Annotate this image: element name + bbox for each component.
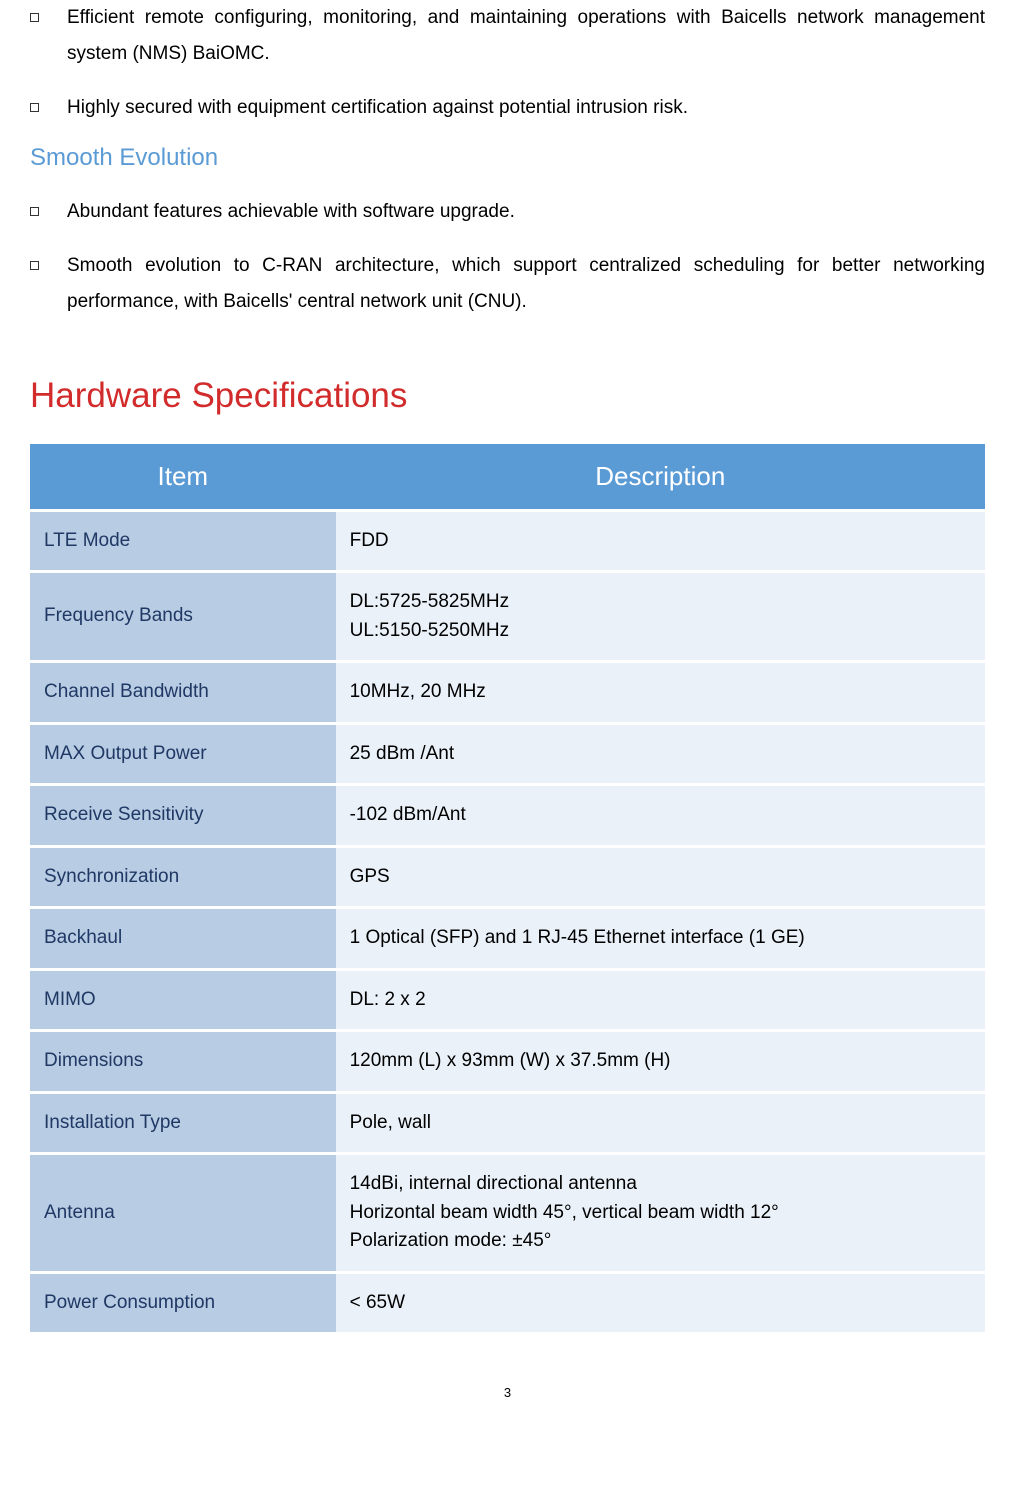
table-row: LTE ModeFDD — [30, 512, 985, 571]
table-row: MIMODL: 2 x 2 — [30, 971, 985, 1030]
evolution-bullet-list: Abundant features achievable with softwa… — [30, 194, 985, 320]
table-header-description: Description — [336, 444, 985, 509]
spec-item: Installation Type — [30, 1094, 336, 1153]
spec-value: 14dBi, internal directional antenna Hori… — [336, 1155, 985, 1271]
list-item: Highly secured with equipment certificat… — [30, 90, 985, 126]
list-item: Efficient remote configuring, monitoring… — [30, 0, 985, 72]
spec-value: -102 dBm/Ant — [336, 786, 985, 845]
spec-value: 10MHz, 20 MHz — [336, 663, 985, 722]
spec-value: DL:5725-5825MHz UL:5150-5250MHz — [336, 573, 985, 660]
spec-value: GPS — [336, 848, 985, 907]
table-row: MAX Output Power25 dBm /Ant — [30, 725, 985, 784]
spec-value: FDD — [336, 512, 985, 571]
table-row: Frequency BandsDL:5725-5825MHz UL:5150-5… — [30, 573, 985, 660]
table-row: Installation TypePole, wall — [30, 1094, 985, 1153]
square-bullet-icon — [30, 103, 39, 112]
spec-item: Channel Bandwidth — [30, 663, 336, 722]
table-body: LTE ModeFDD Frequency BandsDL:5725-5825M… — [30, 512, 985, 1333]
table-header-item: Item — [30, 444, 336, 509]
list-item: Smooth evolution to C-RAN architecture, … — [30, 248, 985, 320]
bullet-text: Abundant features achievable with softwa… — [67, 194, 985, 230]
list-item: Abundant features achievable with softwa… — [30, 194, 985, 230]
spec-item: Antenna — [30, 1155, 336, 1271]
table-row: Antenna14dBi, internal directional anten… — [30, 1155, 985, 1271]
hardware-spec-table: Item Description LTE ModeFDD Frequency B… — [30, 441, 985, 1336]
section-heading: Smooth Evolution — [30, 144, 985, 172]
top-bullet-list: Efficient remote configuring, monitoring… — [30, 0, 985, 126]
spec-value: < 65W — [336, 1274, 985, 1333]
table-row: SynchronizationGPS — [30, 848, 985, 907]
table-row: Power Consumption< 65W — [30, 1274, 985, 1333]
spec-value: DL: 2 x 2 — [336, 971, 985, 1030]
spec-value: 1 Optical (SFP) and 1 RJ-45 Ethernet int… — [336, 909, 985, 968]
spec-value: 25 dBm /Ant — [336, 725, 985, 784]
spec-item: Receive Sensitivity — [30, 786, 336, 845]
bullet-text: Smooth evolution to C-RAN architecture, … — [67, 248, 985, 320]
spec-item: Frequency Bands — [30, 573, 336, 660]
bullet-text: Efficient remote configuring, monitoring… — [67, 0, 985, 72]
square-bullet-icon — [30, 13, 39, 22]
spec-value: 120mm (L) x 93mm (W) x 37.5mm (H) — [336, 1032, 985, 1091]
spec-item: MAX Output Power — [30, 725, 336, 784]
square-bullet-icon — [30, 207, 39, 216]
spec-value: Pole, wall — [336, 1094, 985, 1153]
spec-item: Synchronization — [30, 848, 336, 907]
table-row: Dimensions120mm (L) x 93mm (W) x 37.5mm … — [30, 1032, 985, 1091]
spec-item: Power Consumption — [30, 1274, 336, 1333]
square-bullet-icon — [30, 261, 39, 270]
spec-item: MIMO — [30, 971, 336, 1030]
table-row: Channel Bandwidth10MHz, 20 MHz — [30, 663, 985, 722]
spec-item: Dimensions — [30, 1032, 336, 1091]
table-row: Backhaul1 Optical (SFP) and 1 RJ-45 Ethe… — [30, 909, 985, 968]
table-header-row: Item Description — [30, 444, 985, 509]
table-row: Receive Sensitivity-102 dBm/Ant — [30, 786, 985, 845]
spec-item: LTE Mode — [30, 512, 336, 571]
page-number: 3 — [30, 1385, 985, 1400]
spec-item: Backhaul — [30, 909, 336, 968]
bullet-text: Highly secured with equipment certificat… — [67, 90, 985, 126]
main-heading: Hardware Specifications — [30, 376, 985, 416]
